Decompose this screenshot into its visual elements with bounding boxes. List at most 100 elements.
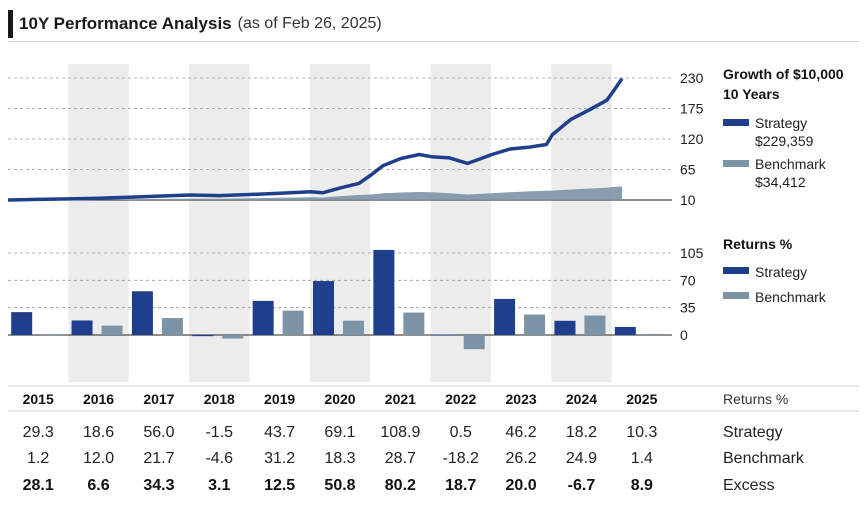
table-year-2022: 2022: [445, 391, 476, 407]
growth-legend-title: Growth of $10,000: [723, 66, 844, 82]
table-excess-2025: 8.9: [631, 477, 653, 494]
table-excess-2017: 34.3: [143, 477, 174, 494]
strategy-return-bar-2025: [614, 326, 636, 335]
table-strategy-2025: 10.3: [626, 424, 657, 441]
strategy-return-bar-2024: [554, 320, 576, 335]
table-benchmark-2022: -18.2: [442, 450, 479, 467]
benchmark-return-bar-2017: [161, 318, 183, 335]
growth-ytick-175: 175: [680, 101, 704, 117]
table-strategy-2019: 43.7: [264, 424, 295, 441]
benchmark-return-bar-2022: [463, 335, 485, 350]
table-excess-2015: 28.1: [23, 477, 54, 494]
table-excess-2023: 20.0: [506, 477, 537, 494]
benchmark-return-bar-2016: [101, 325, 123, 335]
table-strategy-2020: 69.1: [324, 424, 355, 441]
benchmark-return-bar-2021: [403, 312, 425, 335]
strategy-return-bar-2015: [11, 312, 33, 335]
strategy-return-bar-2018: [192, 335, 214, 337]
table-benchmark-2015: 1.2: [27, 450, 49, 467]
returns-legend-strategy-swatch: [723, 267, 749, 274]
table-year-2024: 2024: [566, 391, 597, 407]
strategy-growth-line: [7, 77, 624, 202]
returns-legend-benchmark-swatch: [723, 292, 749, 299]
table-benchmark-2018: -4.6: [205, 450, 233, 467]
table-year-2015: 2015: [23, 391, 54, 407]
table-excess-2018: 3.1: [208, 477, 230, 494]
chart-title-bar: 10Y Performance Analysis (as of Feb 26, …: [8, 10, 382, 38]
strategy-return-bar-2022: [433, 334, 455, 336]
strategy-return-bar-2017: [131, 291, 153, 335]
table-year-2021: 2021: [385, 391, 416, 407]
benchmark-return-bar-2020: [343, 320, 364, 335]
table-excess-2020: 50.8: [324, 477, 355, 494]
table-benchmark-2021: 28.7: [385, 450, 416, 467]
table-year-2017: 2017: [143, 391, 174, 407]
table-row-label-strategy: Strategy: [723, 424, 783, 441]
table-benchmark-2020: 18.3: [324, 450, 355, 467]
table-strategy-2021: 108.9: [380, 424, 420, 441]
column-band-2018: [189, 64, 250, 382]
growth-ytick-120: 120: [680, 131, 704, 147]
returns-legend-benchmark-name: Benchmark: [755, 289, 827, 305]
returns-ytick-0: 0: [680, 327, 688, 343]
strategy-return-bar-2019: [252, 300, 274, 335]
chart-title: 10Y Performance Analysis: [19, 14, 232, 33]
returns-ytick-35: 35: [680, 300, 696, 316]
growth-legend-subtitle: 10 Years: [723, 86, 780, 102]
benchmark-return-bar-2018: [222, 335, 244, 339]
table-excess-2022: 18.7: [445, 477, 476, 494]
chart-subtitle: (as of Feb 26, 2025): [237, 15, 382, 32]
strategy-return-bar-2016: [71, 320, 93, 335]
strategy-return-bar-2021: [373, 249, 395, 335]
benchmark-return-bar-2015: [41, 334, 63, 336]
table-benchmark-2023: 26.2: [506, 450, 537, 467]
returns-ytick-70: 70: [680, 272, 696, 288]
table-year-2016: 2016: [83, 391, 114, 407]
table-benchmark-2016: 12.0: [83, 450, 114, 467]
growth-legend-strategy-value: $229,359: [755, 133, 814, 149]
table-year-2019: 2019: [264, 391, 295, 407]
table-benchmark-2017: 21.7: [143, 450, 174, 467]
table-row-label-benchmark: Benchmark: [723, 450, 805, 467]
table-strategy-2018: -1.5: [205, 424, 233, 441]
table-excess-2024: -6.7: [568, 477, 596, 494]
column-band-2022: [430, 64, 491, 382]
benchmark-return-bar-2023: [524, 314, 546, 335]
returns-ytick-105: 105: [680, 245, 704, 261]
table-year-2025: 2025: [626, 391, 657, 407]
growth-legend-benchmark-name: Benchmark: [755, 156, 827, 172]
growth-ytick-65: 65: [680, 162, 696, 178]
growth-legend-strategy-name: Strategy: [755, 115, 807, 131]
table-benchmark-2019: 31.2: [264, 450, 295, 467]
table-year-2020: 2020: [324, 391, 355, 407]
table-year-2023: 2023: [506, 391, 537, 407]
table-header-label: Returns %: [723, 391, 788, 407]
growth-legend-strategy-swatch: [723, 119, 749, 126]
table-strategy-2015: 29.3: [23, 424, 54, 441]
benchmark-growth-area: [8, 186, 622, 200]
benchmark-return-bar-2024: [584, 315, 606, 335]
table-strategy-2016: 18.6: [83, 424, 114, 441]
table-row-label-excess: Excess: [723, 477, 775, 494]
table-benchmark-2025: 1.4: [631, 450, 653, 467]
returns-legend-title: Returns %: [723, 236, 793, 252]
growth-legend-benchmark-value: $34,412: [755, 174, 806, 190]
table-strategy-2017: 56.0: [143, 424, 174, 441]
growth-ytick-230: 230: [680, 70, 704, 86]
growth-legend-benchmark-swatch: [723, 160, 749, 167]
strategy-return-bar-2023: [494, 298, 516, 335]
table-strategy-2023: 46.2: [506, 424, 537, 441]
table-benchmark-2024: 24.9: [566, 450, 597, 467]
growth-ytick-10: 10: [680, 192, 696, 208]
table-excess-2016: 6.6: [87, 477, 109, 494]
returns-legend-strategy-name: Strategy: [755, 264, 807, 280]
table-strategy-2024: 18.2: [566, 424, 597, 441]
strategy-return-bar-2020: [313, 281, 334, 335]
benchmark-return-bar-2025: [644, 333, 666, 335]
table-excess-2019: 12.5: [264, 477, 295, 494]
table-year-2018: 2018: [204, 391, 235, 407]
benchmark-return-bar-2019: [282, 310, 304, 335]
table-excess-2021: 80.2: [385, 477, 416, 494]
table-strategy-2022: 0.5: [450, 424, 472, 441]
